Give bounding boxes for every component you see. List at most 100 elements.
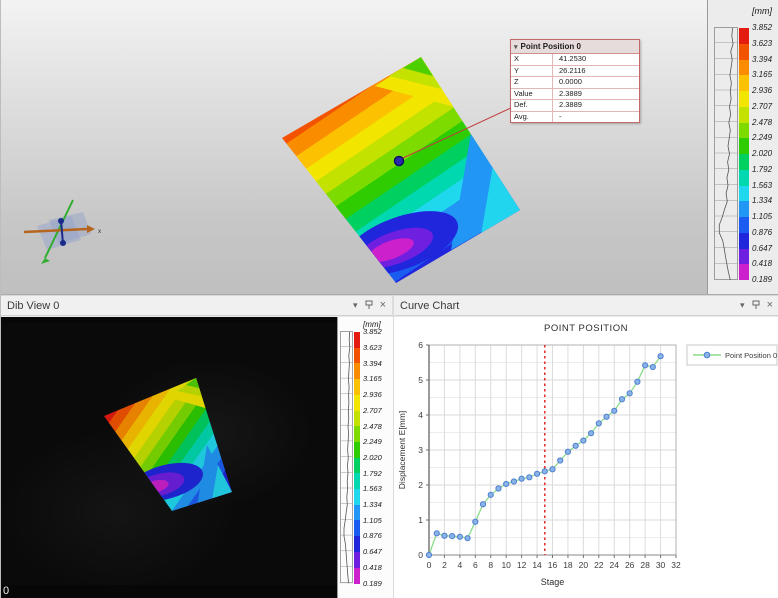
color-scale-segment[interactable] xyxy=(739,138,749,155)
color-scale-segment[interactable] xyxy=(739,169,749,186)
color-scale-tick: 2.478 xyxy=(752,117,773,127)
color-scale-segment[interactable] xyxy=(354,489,360,506)
chart-data-point[interactable] xyxy=(495,485,502,492)
color-scale-segment[interactable] xyxy=(354,394,360,411)
chart-title: POINT POSITION xyxy=(544,323,628,334)
color-scale-tick: 3.394 xyxy=(752,54,773,64)
chart-data-point[interactable] xyxy=(425,551,433,559)
tooltip-row: Z 0.0000 xyxy=(511,77,639,89)
chart-data-point[interactable] xyxy=(634,378,641,385)
color-scale-segment[interactable] xyxy=(739,122,749,139)
legend-box[interactable] xyxy=(686,344,778,366)
chart-data-point[interactable] xyxy=(464,535,471,542)
color-scale-segment[interactable] xyxy=(739,91,749,108)
color-scale-segment[interactable] xyxy=(354,426,360,443)
chart-data-point[interactable] xyxy=(503,480,510,488)
window-menu-caret-icon[interactable]: ▾ xyxy=(353,300,358,310)
tooltip-row-label: Def. xyxy=(511,100,553,111)
color-scale-tick: 0.418 xyxy=(752,259,773,269)
chart-data-point[interactable] xyxy=(649,363,656,371)
color-scale-segment[interactable] xyxy=(354,379,360,396)
curve-chart-header[interactable]: Curve Chart ▾ × xyxy=(394,295,778,316)
color-scale-segment[interactable] xyxy=(354,441,360,458)
chart-data-point[interactable] xyxy=(564,448,572,455)
color-scale-tick: 1.334 xyxy=(363,500,382,510)
color-scale-tick: 3.394 xyxy=(363,358,382,368)
coordinate-triad[interactable]: x xyxy=(23,199,102,264)
tooltip-row: Y 26.2116 xyxy=(511,65,639,77)
color-scale-segment[interactable] xyxy=(354,473,360,490)
color-scale-segment[interactable] xyxy=(739,59,749,76)
color-scale-segment[interactable] xyxy=(354,536,360,553)
chart-data-point[interactable] xyxy=(572,442,579,449)
tooltip-row: Def. 2.3889 xyxy=(511,100,639,112)
color-scale-segment[interactable] xyxy=(739,264,749,281)
collapse-caret-icon[interactable]: ▾ xyxy=(514,43,518,51)
color-scale-segment[interactable] xyxy=(354,504,360,521)
color-scale-segment[interactable] xyxy=(354,363,360,380)
color-scale-segment[interactable] xyxy=(739,248,749,265)
pin-icon[interactable] xyxy=(365,300,373,312)
dib-camera-image[interactable]: 0 xyxy=(1,317,337,598)
chart-data-point[interactable] xyxy=(518,475,525,482)
chart-data-point[interactable] xyxy=(533,470,541,477)
chart-data-point[interactable] xyxy=(433,530,440,537)
specimen-surface[interactable] xyxy=(282,57,520,288)
chart-data-point[interactable] xyxy=(603,413,610,420)
window-menu-caret-icon[interactable]: ▾ xyxy=(740,300,745,310)
x-tick-label: 6 xyxy=(473,560,478,570)
close-icon[interactable]: × xyxy=(379,299,386,311)
pin-icon[interactable] xyxy=(752,300,760,312)
color-scale-segment[interactable] xyxy=(739,106,749,123)
chart-data-point[interactable] xyxy=(526,474,533,481)
dib-view-header[interactable]: Dib View 0 ▾ × xyxy=(1,295,392,316)
color-scale-segment[interactable] xyxy=(739,185,749,202)
color-scale-tick: 3.852 xyxy=(752,23,773,33)
chart-data-point[interactable] xyxy=(441,532,448,539)
3d-viewport[interactable]: x ▾ Point Position 0 X 41.2530 Y 26.2116 Z 0.… xyxy=(1,0,778,295)
color-scale-segment[interactable] xyxy=(354,567,360,584)
color-scale-segment[interactable] xyxy=(739,232,749,249)
color-scale-3d[interactable]: [mm] 3.852 3.623 3.394 3.165 2.936 2.707 2.478… xyxy=(707,0,778,294)
chart-data-point[interactable] xyxy=(479,501,487,508)
chart-data-point[interactable] xyxy=(626,390,633,397)
color-scale-segment[interactable] xyxy=(739,201,749,218)
chart-data-point[interactable] xyxy=(472,518,479,525)
color-scale-segment[interactable] xyxy=(739,154,749,171)
chart-data-point[interactable] xyxy=(549,466,556,473)
color-scale-segment[interactable] xyxy=(354,457,360,474)
chart-data-point[interactable] xyxy=(449,533,456,540)
color-scale-segment[interactable] xyxy=(739,43,749,60)
chart-data-point[interactable] xyxy=(456,533,463,540)
color-scale-segment[interactable] xyxy=(354,520,360,537)
histogram-curve xyxy=(718,27,734,281)
chart-data-point[interactable] xyxy=(657,353,664,360)
tooltip-header[interactable]: ▾ Point Position 0 xyxy=(511,40,639,54)
tooltip-title: Point Position 0 xyxy=(520,42,581,51)
chart-data-point[interactable] xyxy=(618,396,626,403)
color-scale-segment[interactable] xyxy=(739,75,749,92)
color-scale-segment[interactable] xyxy=(739,28,749,45)
color-scale-segment[interactable] xyxy=(354,410,360,427)
close-icon[interactable]: × xyxy=(766,299,773,311)
point-position-marker[interactable] xyxy=(393,155,405,167)
chart-data-point[interactable] xyxy=(487,491,494,498)
chart-data-point[interactable] xyxy=(595,420,602,427)
chart-data-point[interactable] xyxy=(541,468,548,475)
chart-data-point[interactable] xyxy=(580,437,587,444)
panel-splitter[interactable] xyxy=(392,295,394,598)
chart-data-point[interactable] xyxy=(587,430,595,437)
color-scale-segment[interactable] xyxy=(739,217,749,234)
chart-data-point[interactable] xyxy=(557,457,564,464)
color-scale-tick: 3.852 xyxy=(363,327,382,337)
color-scale-dib[interactable]: [mm] 3.852 3.623 3.394 3.165 2.936 2.707 2.478… xyxy=(337,317,393,598)
legend-label: Point Position 0 xyxy=(725,351,777,360)
chart-data-point[interactable] xyxy=(611,407,618,414)
color-scale-segment[interactable] xyxy=(354,347,360,364)
chart-data-point[interactable] xyxy=(642,362,649,369)
color-scale-segment[interactable] xyxy=(354,551,360,568)
color-scale-segment[interactable] xyxy=(354,332,360,349)
color-scale-tick: 1.105 xyxy=(363,515,382,525)
chart-data-point[interactable] xyxy=(510,478,518,485)
